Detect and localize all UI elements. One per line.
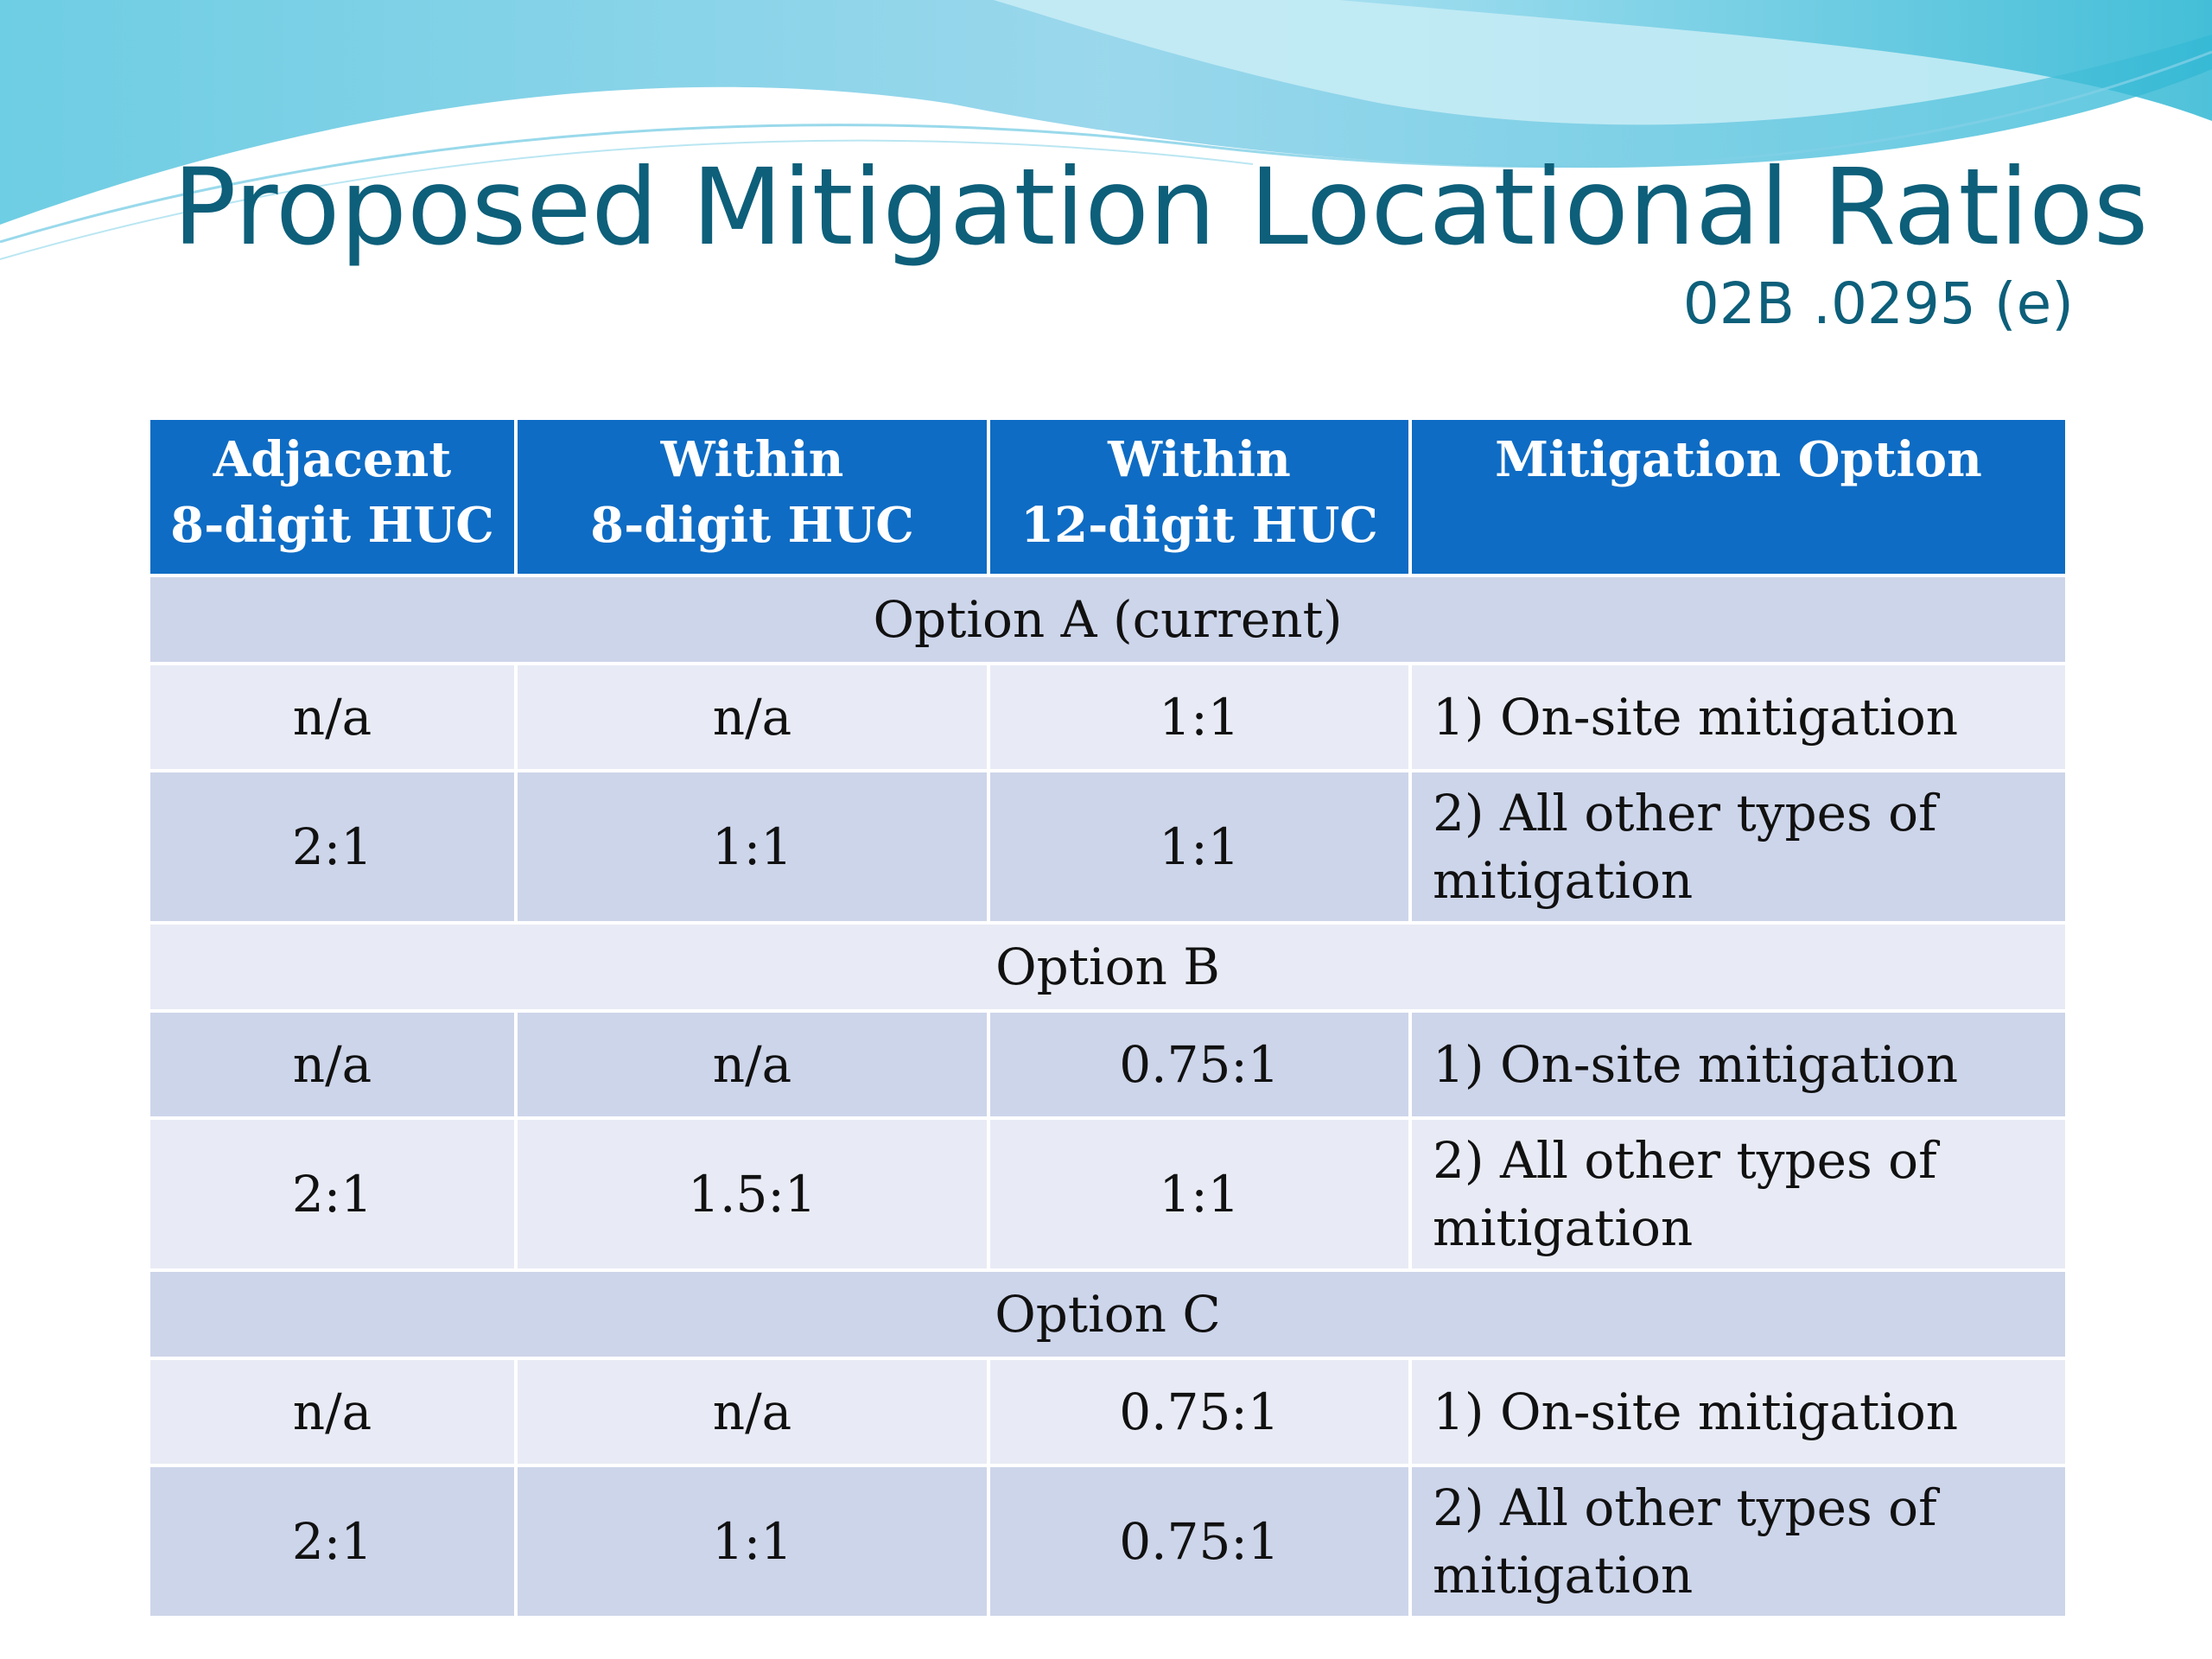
cell-option: 1) On-site mitigation (1408, 1009, 2069, 1120)
header-within-8: Within 8-digit HUC (514, 416, 990, 577)
cell-adjacent-8: n/a (147, 1357, 518, 1467)
cell-within-8: n/a (514, 1357, 990, 1467)
cell-adjacent-8: n/a (147, 662, 518, 772)
header-adjacent-8: Adjacent 8-digit HUC (147, 416, 518, 577)
cell-within-12: 1:1 (987, 662, 1412, 772)
cell-within-8: n/a (514, 662, 990, 772)
cell-option: 2) All other types of mitigation (1408, 769, 2069, 925)
cell-option: 2) All other types of mitigation (1408, 1116, 2069, 1272)
cell-option: 1) On-site mitigation (1408, 662, 2069, 772)
header-row: Adjacent 8-digit HUC Within 8-digit HUC … (147, 416, 2069, 577)
section-row-option-c: Option C (147, 1268, 2069, 1360)
table-row: 2:1 1:1 1:1 2) All other types of mitiga… (147, 769, 2069, 925)
cell-within-12: 0.75:1 (987, 1009, 1412, 1120)
section-label: Option B (147, 921, 2069, 1013)
cell-within-8: 1:1 (514, 769, 990, 925)
table-row: n/a n/a 1:1 1) On-site mitigation (147, 662, 2069, 772)
section-row-option-b: Option B (147, 921, 2069, 1013)
cell-within-12: 0.75:1 (987, 1357, 1412, 1467)
cell-option: 2) All other types of mitigation (1408, 1464, 2069, 1619)
table-row: 2:1 1.5:1 1:1 2) All other types of miti… (147, 1116, 2069, 1272)
header-line: Within (660, 431, 844, 488)
cell-adjacent-8: n/a (147, 1009, 518, 1120)
header-mitigation-option: Mitigation Option (1408, 416, 2069, 577)
cell-adjacent-8: 2:1 (147, 769, 518, 925)
table-row: n/a n/a 0.75:1 1) On-site mitigation (147, 1357, 2069, 1467)
header-line: 8-digit HUC (590, 497, 914, 554)
slide-title: Proposed Mitigation Locational Ratios (173, 146, 2149, 269)
section-row-option-a: Option A (current) (147, 574, 2069, 665)
cell-within-8: n/a (514, 1009, 990, 1120)
ratio-table: Adjacent 8-digit HUC Within 8-digit HUC … (147, 416, 2069, 1619)
table-row: 2:1 1:1 0.75:1 2) All other types of mit… (147, 1464, 2069, 1619)
wave-decoration (0, 0, 2212, 260)
cell-within-12: 0.75:1 (987, 1464, 1412, 1619)
cell-within-12: 1:1 (987, 769, 1412, 925)
cell-within-12: 1:1 (987, 1116, 1412, 1272)
section-label: Option A (current) (147, 574, 2069, 665)
header-within-12: Within 12-digit HUC (987, 416, 1412, 577)
cell-within-8: 1.5:1 (514, 1116, 990, 1272)
cell-within-8: 1:1 (514, 1464, 990, 1619)
header-line: 12-digit HUC (1020, 497, 1378, 554)
header-line: Mitigation Option (1495, 431, 1982, 488)
cell-option: 1) On-site mitigation (1408, 1357, 2069, 1467)
cell-adjacent-8: 2:1 (147, 1464, 518, 1619)
section-label: Option C (147, 1268, 2069, 1360)
slide-subtitle: 02B .0295 (e) (1682, 270, 2074, 337)
header-line: Adjacent (213, 431, 452, 488)
cell-adjacent-8: 2:1 (147, 1116, 518, 1272)
header-line: Within (1108, 431, 1291, 488)
table-row: n/a n/a 0.75:1 1) On-site mitigation (147, 1009, 2069, 1120)
header-line: 8-digit HUC (170, 497, 494, 554)
